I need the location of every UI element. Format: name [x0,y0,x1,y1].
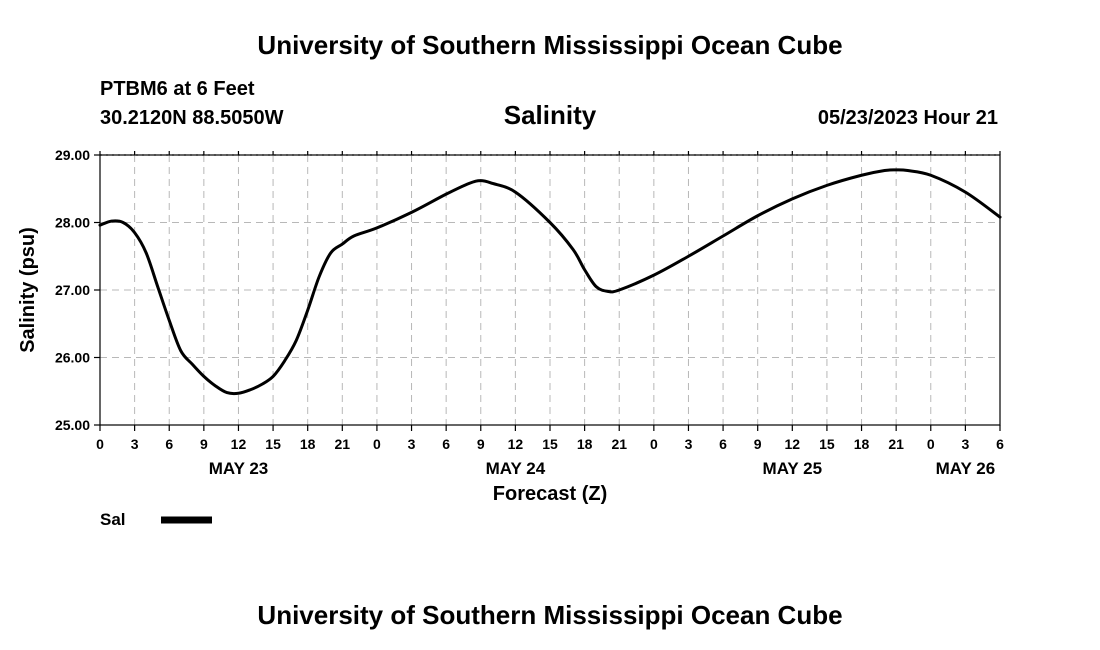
y-tick-label: 26.00 [55,350,90,366]
x-tick-label: 21 [888,436,904,452]
grid-lines [100,154,1000,425]
x-tick-label: 21 [611,436,627,452]
x-tick-label: 9 [200,436,208,452]
x-tick-label: 9 [477,436,485,452]
x-tick-label: 0 [96,436,104,452]
x-tick-label: 12 [508,436,524,452]
x-tick-label: 3 [408,436,416,452]
datetime-label: 05/23/2023 Hour 21 [818,107,998,129]
x-tick-label: 3 [685,436,693,452]
x-tick-label: 3 [961,436,969,452]
x-tick-label: 6 [442,436,450,452]
y-tick-label: 27.00 [55,282,90,298]
x-day-label: MAY 24 [486,459,546,478]
legend-label: Sal [100,510,126,529]
x-axis-label: Forecast (Z) [493,483,607,505]
x-tick-label: 6 [996,436,1004,452]
x-tick-label: 0 [927,436,935,452]
series-line-sal [98,168,1002,396]
x-tick-label: 0 [373,436,381,452]
x-axis-day-labels: MAY 23 MAY 24 MAY 25 MAY 26 [209,459,995,478]
x-tick-label: 0 [650,436,658,452]
x-day-label: MAY 26 [936,459,996,478]
y-axis-label: Salinity (psu) [17,227,39,353]
x-day-label: MAY 25 [763,459,823,478]
station-label: PTBM6 at 6 Feet [100,78,255,100]
y-tick-label: 25.00 [55,417,90,433]
x-tick-label: 9 [754,436,762,452]
x-tick-label: 6 [165,436,173,452]
x-tick-label: 18 [854,436,870,452]
footer-title: University of Southern Mississippi Ocean… [257,600,842,630]
chart-title: Salinity [504,100,597,130]
y-axis-ticks: 25.00 26.00 27.00 28.00 29.00 [55,147,100,433]
x-axis-ticks: 0 3 6 9 12 15 18 21 0 3 6 9 12 15 18 21 0 3 6 9 12 15 18 21 0 3 6 [96,151,1004,452]
x-tick-label: 15 [819,436,835,452]
location-label: 30.2120N 88.5050W [100,107,284,129]
x-tick-label: 15 [542,436,558,452]
x-tick-label: 18 [300,436,316,452]
x-tick-label: 21 [335,436,351,452]
x-tick-label: 15 [265,436,281,452]
x-tick-label: 12 [785,436,801,452]
x-tick-label: 6 [719,436,727,452]
x-tick-label: 18 [577,436,593,452]
y-tick-label: 29.00 [55,147,90,163]
x-tick-label: 3 [131,436,139,452]
series-layer [98,168,1002,396]
x-day-label: MAY 23 [209,459,269,478]
x-tick-label: 12 [231,436,247,452]
y-tick-label: 28.00 [55,215,90,231]
plot-frame [99,154,1001,426]
chart-header-title: University of Southern Mississippi Ocean… [257,30,842,60]
